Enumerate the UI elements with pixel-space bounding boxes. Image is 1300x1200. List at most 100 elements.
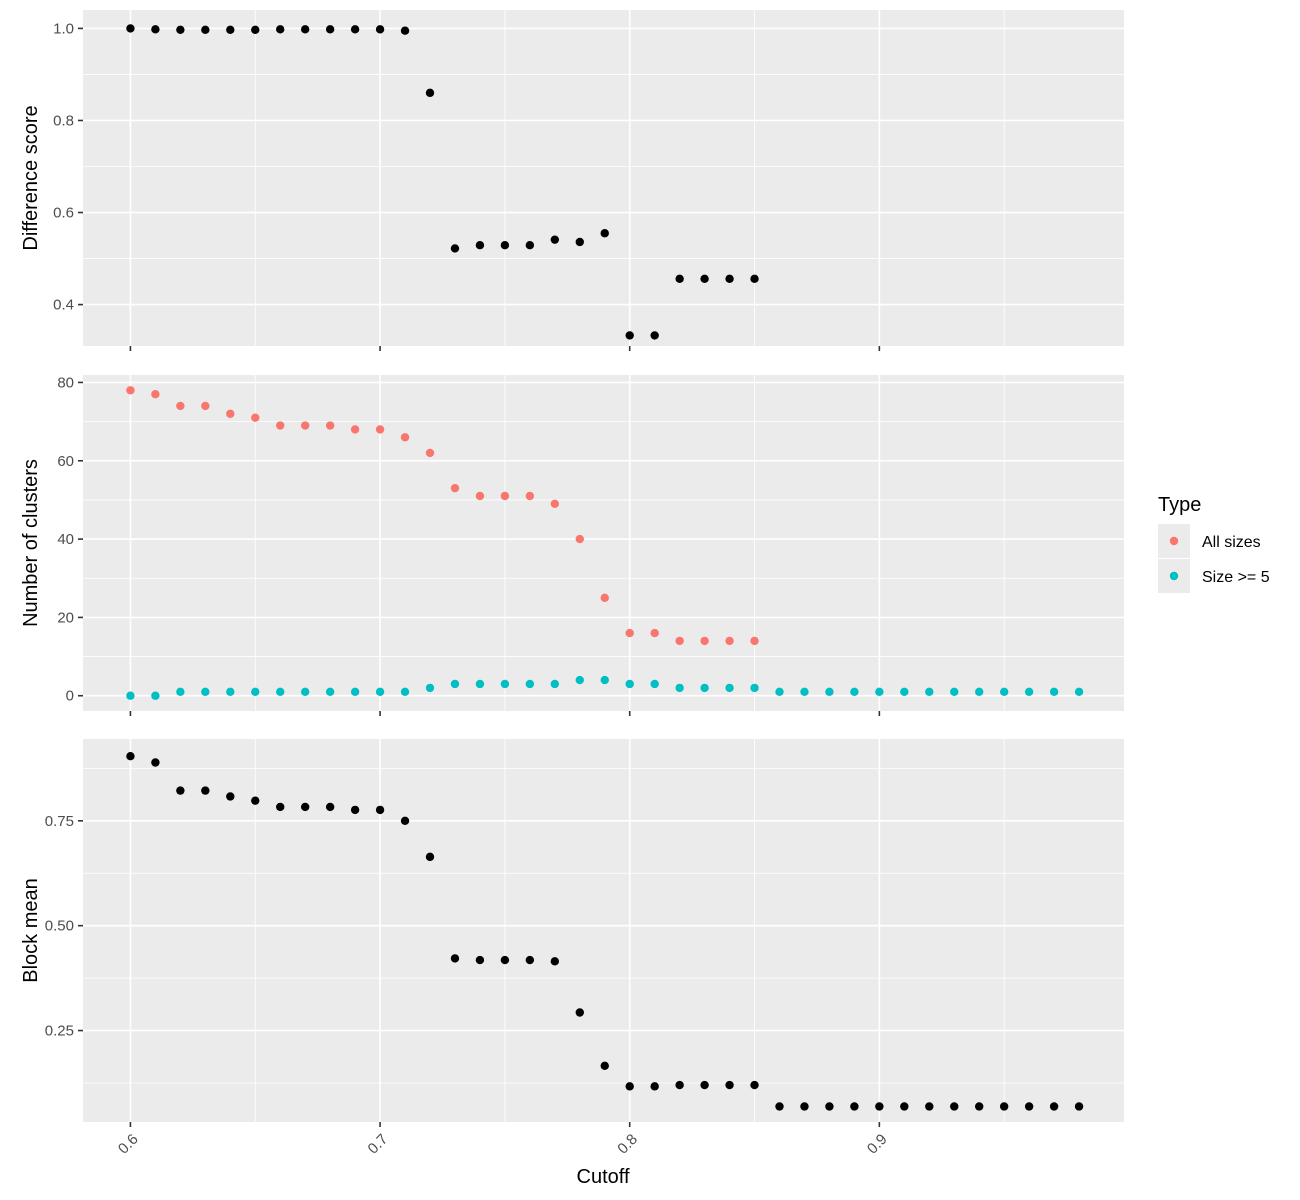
legend-label-size-ge-5: Size >= 5 [1202,569,1270,586]
point-all-sizes [600,593,609,603]
point-all-sizes [525,491,535,501]
y-tick-label: 0.6 [53,205,74,222]
point-series [176,25,185,34]
point-series [1049,1102,1059,1111]
point-series [226,25,235,34]
point-size-5 [1074,687,1084,697]
point-series [201,786,210,795]
point-series [625,331,634,340]
point-size-5 [425,683,435,693]
point-size-5 [700,683,709,693]
point-size-5 [500,679,510,689]
point-series [325,802,335,812]
point-all-sizes [450,483,460,493]
point-size-5 [800,687,809,697]
y-axis-title: Block mean [20,878,42,983]
point-series [500,241,510,250]
point-all-sizes [226,409,235,418]
legend-entry-size-ge-5: Size >= 5 [1158,559,1270,593]
point-size-5 [550,679,560,689]
point-all-sizes [650,628,659,638]
point-all-sizes [550,499,560,509]
point-series [350,805,360,815]
point-series [1074,1102,1084,1111]
y-axis-title: Number of clusters [20,459,42,627]
point-series [325,25,335,34]
panel-1: 0.4 0.6 0.8 1.0 Difference score [20,10,1124,351]
point-size-5 [276,687,285,697]
point-series [999,1102,1009,1111]
point-series [850,1102,859,1111]
point-all-sizes [500,491,510,501]
point-all-sizes [251,413,260,422]
legend-entry-all-sizes: All sizes [1158,524,1261,558]
point-size-5 [625,679,634,689]
point-all-sizes [475,491,485,501]
point-size-5 [950,687,959,697]
x-tick-label: 0.9 [864,1131,891,1158]
point-series [525,955,535,965]
point-all-sizes [325,421,335,430]
legend-title: Type [1158,494,1201,516]
y-tick-label: 0.8 [53,112,74,129]
point-series [825,1102,834,1111]
point-size-5 [675,683,684,693]
x-tick-label: 0.8 [614,1131,641,1158]
point-size-5 [875,687,884,697]
point-series [625,1082,634,1091]
point-series [575,237,584,247]
panel-2: 0 20 40 60 80 Number of clusters [20,374,1124,716]
point-size-5 [999,687,1009,697]
point-size-5 [226,687,235,697]
point-all-sizes [201,401,210,411]
x-tick-label: 0.6 [115,1131,142,1158]
point-series [725,274,734,283]
point-size-5 [525,679,535,689]
point-size-5 [900,687,909,697]
panel-background [83,10,1124,346]
point-series [600,1061,609,1070]
point-all-sizes [700,636,709,646]
point-series [1024,1102,1034,1111]
point-size-5 [975,687,984,697]
point-size-5 [925,687,934,697]
point-all-sizes [151,389,160,399]
point-series [975,1102,984,1111]
point-series [700,274,709,283]
point-series [350,25,360,34]
point-series [126,751,135,761]
point-series [900,1102,909,1111]
y-tick-label: 0.50 [45,918,74,935]
panels-layer: 0.4 0.6 0.8 1.0 Difference score 0 20 40 60 80 Num… [20,10,1124,1158]
point-series [575,1008,584,1017]
point-series [450,954,460,963]
point-series [550,957,560,966]
point-size-5 [850,687,859,697]
point-all-sizes [400,433,410,442]
point-series [675,274,684,283]
y-axis-title: Difference score [20,105,42,250]
point-size-5 [251,687,260,697]
point-size-5 [725,683,734,693]
y-tick-label: 40 [57,531,74,548]
point-series [375,25,385,34]
point-series [400,816,410,826]
point-size-5 [1049,687,1059,697]
point-size-5 [176,687,185,697]
point-series [276,25,285,34]
point-series [151,758,160,767]
point-series [450,244,460,253]
panel-background [83,375,1124,711]
point-series [276,802,285,812]
point-series [425,88,435,98]
point-series [425,852,435,862]
point-series [375,805,385,815]
point-all-sizes [300,421,310,430]
point-all-sizes [750,636,759,646]
point-series [176,786,185,795]
point-series [800,1102,809,1111]
y-tick-label: 80 [57,374,74,391]
point-series [475,955,485,965]
point-size-5 [575,675,584,685]
panel-3: 0.25 0.50 0.75 Block mean 0.6 0.7 0.8 0.9 [20,739,1124,1158]
